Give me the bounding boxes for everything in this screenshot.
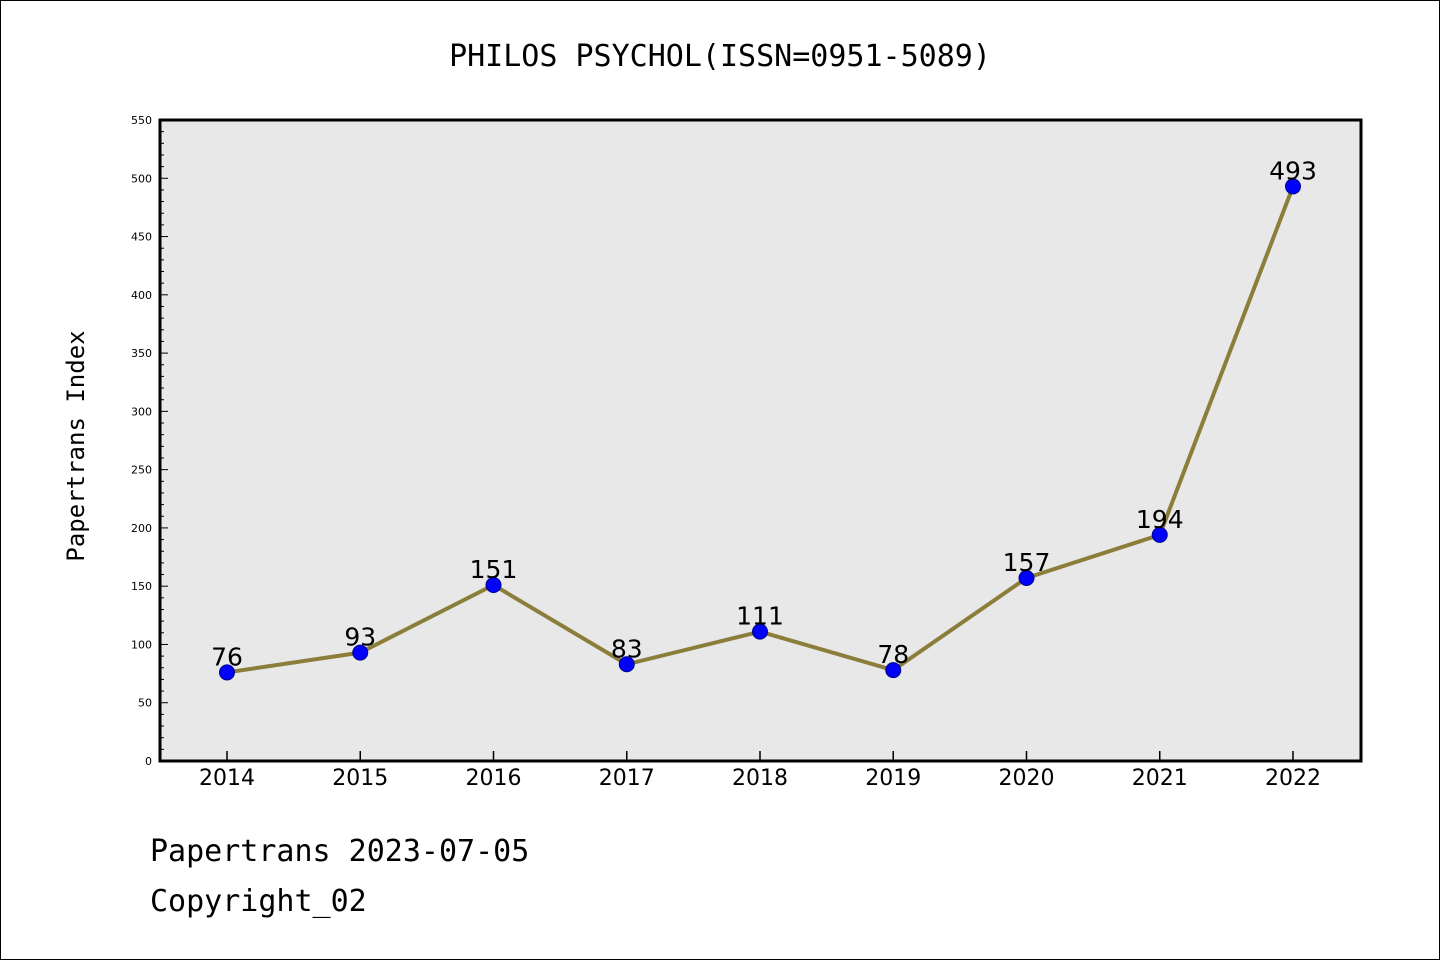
data-point — [1151, 526, 1168, 543]
x-tick-label: 2014 — [199, 766, 255, 791]
data-point — [885, 662, 902, 679]
y-tick-label: 100 — [131, 638, 152, 651]
plot-border — [158, 118, 1363, 763]
y-tick-label: 200 — [131, 522, 152, 535]
data-point — [752, 623, 768, 640]
x-tick-label: 2020 — [999, 766, 1055, 791]
x-tick-label: 2022 — [1265, 766, 1321, 791]
data-label: 151 — [470, 555, 518, 584]
data-point — [219, 664, 235, 681]
y-tick-label: 350 — [131, 347, 152, 360]
footer-copyright: Copyright_02 — [150, 884, 367, 919]
x-tick-label: 2015 — [332, 766, 388, 791]
y-tick-label: 400 — [131, 289, 152, 302]
data-point — [618, 656, 635, 673]
y-tick-label: 550 — [131, 114, 152, 127]
data-label: 194 — [1136, 505, 1184, 534]
y-tick-label: 50 — [138, 697, 152, 710]
data-label: 83 — [611, 634, 643, 663]
y-tick-label: 0 — [145, 755, 152, 768]
data-point — [1018, 570, 1035, 587]
data-label: 493 — [1269, 156, 1317, 185]
x-tick-label: 2018 — [732, 766, 788, 791]
y-tick-label: 300 — [131, 405, 152, 418]
x-tick-label: 2016 — [466, 766, 522, 791]
data-point — [1285, 178, 1301, 195]
data-label: 157 — [1003, 548, 1051, 577]
y-tick-label: 450 — [131, 231, 152, 244]
y-tick-label: 250 — [131, 464, 152, 477]
y-tick-label: 500 — [131, 172, 152, 185]
x-tick-label: 2019 — [865, 766, 921, 791]
chart-title: PHILOS PSYCHOL(ISSN=0951-5089) — [449, 39, 991, 74]
data-point — [485, 577, 502, 594]
x-tick-label: 2021 — [1132, 766, 1188, 791]
data-label: 93 — [344, 623, 376, 652]
x-tick-label: 2017 — [599, 766, 655, 791]
y-axis-label: Papertrans Index — [62, 330, 90, 561]
y-tick-label: 150 — [131, 580, 152, 593]
axis-ticks: 0 50 100 150 200 250 300 350 400 450 500 550 2014 201… — [131, 114, 1321, 791]
data-point — [352, 644, 369, 661]
data-label: 76 — [211, 642, 243, 671]
plot-area — [160, 120, 1361, 761]
series-layer: 76 93 151 83 111 78 157 194 493 — [211, 156, 1317, 681]
data-label: 78 — [877, 640, 909, 669]
data-label: 111 — [736, 602, 784, 631]
footer-date: Papertrans 2023-07-05 — [150, 834, 530, 869]
